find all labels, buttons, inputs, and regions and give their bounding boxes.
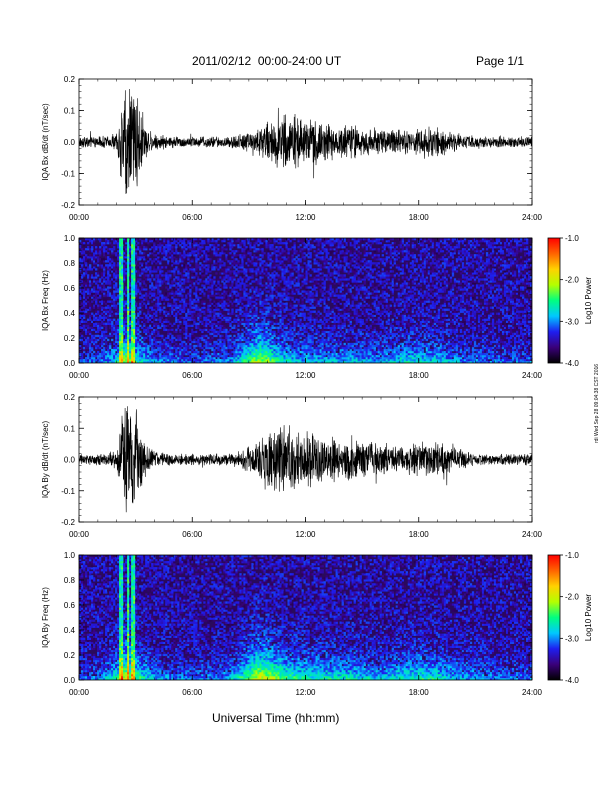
y-tick-label: 0.8 xyxy=(64,576,76,585)
x-tick-label: 24:00 xyxy=(522,688,543,697)
y-axis-label: IQA Bx Freq (Hz) xyxy=(41,270,50,331)
y-tick-label: 0.2 xyxy=(64,393,76,402)
y-tick-label: 1.0 xyxy=(64,551,76,560)
y-tick-label: 0.2 xyxy=(64,651,76,660)
y-axis-label: IQA By dB/dt (nT/sec) xyxy=(41,420,50,498)
x-tick-label: 00:00 xyxy=(69,213,90,222)
x-tick-label: 24:00 xyxy=(522,213,543,222)
spectrogram-cells xyxy=(79,555,532,680)
y-tick-label: 0.8 xyxy=(64,259,76,268)
x-tick-label: 18:00 xyxy=(409,530,430,539)
x-tick-label: 00:00 xyxy=(69,530,90,539)
y-tick-label: 0.2 xyxy=(64,334,76,343)
colorbar-tick-label: -1.0 xyxy=(565,551,579,560)
colorbar: -1.0 -2.0 -3.0 -4.0 Log10 Power xyxy=(547,234,593,368)
colorbar-label: Log10 Power xyxy=(584,594,593,641)
x-tick-label: 06:00 xyxy=(182,688,203,697)
y-tick-label: 0.6 xyxy=(64,601,76,610)
y-tick-label: 0.4 xyxy=(64,626,76,635)
x-tick-label: 18:00 xyxy=(409,371,430,380)
y-tick-label: 0.1 xyxy=(64,107,76,116)
x-tick-label: 00:00 xyxy=(69,688,90,697)
spectrogram-cells xyxy=(79,238,532,363)
page-number: Page 1/1 xyxy=(476,54,524,68)
x-tick-label: 12:00 xyxy=(295,530,316,539)
x-tick-label: 12:00 xyxy=(295,371,316,380)
y-tick-label: 0.0 xyxy=(64,676,76,685)
x-tick-label: 06:00 xyxy=(182,530,203,539)
x-tick-label: 12:00 xyxy=(295,213,316,222)
y-tick-label: 1.0 xyxy=(64,234,76,243)
x-tick-label: 06:00 xyxy=(182,213,203,222)
y-tick-label: 0.4 xyxy=(64,309,76,318)
y-tick-label: 0.0 xyxy=(64,456,76,465)
colorbar-tick-label: -1.0 xyxy=(565,234,579,243)
colorbar-scale xyxy=(547,237,561,364)
x-tick-label: 18:00 xyxy=(409,213,430,222)
y-tick-label: -0.1 xyxy=(61,487,75,496)
panel-by-waveform: 00:00 06:00 12:00 18:00 24:00 0.2 0.1 0.0 -0.1 -0… xyxy=(41,393,543,539)
panel-bx-spectrogram: -1.0 -2.0 -3.0 -4.0 Log10 Power 00:00 06:00 12:… xyxy=(41,234,593,380)
colorbar-tick-label: -2.0 xyxy=(565,276,579,285)
colorbar-tick-label: -4.0 xyxy=(565,676,579,685)
colorbar-label: Log10 Power xyxy=(584,277,593,324)
y-tick-label: 0.0 xyxy=(64,359,76,368)
panel-bx-waveform: 00:00 06:00 12:00 18:00 24:00 0.2 0.1 0.0 -0.1 -0… xyxy=(41,75,543,222)
x-tick-label: 18:00 xyxy=(409,688,430,697)
colorbar-scale xyxy=(547,554,561,681)
waveform-trace xyxy=(79,406,532,513)
y-tick-label: 0.0 xyxy=(64,138,76,147)
y-tick-label: 0.6 xyxy=(64,284,76,293)
y-axis-label: IQA By Freq (Hz) xyxy=(41,587,50,648)
x-tick-label: 06:00 xyxy=(182,371,203,380)
x-axis-title: Universal Time (hh:mm) xyxy=(212,711,339,725)
y-axis-label: IQA Bx dB/dt (nT/sec) xyxy=(41,103,50,181)
y-tick-label: -0.2 xyxy=(61,201,75,210)
colorbar-tick-label: -3.0 xyxy=(565,317,579,326)
colorbar-tick-label: -3.0 xyxy=(565,634,579,643)
waveform-trace xyxy=(79,88,532,194)
colorbar: -1.0 -2.0 -3.0 -4.0 Log10 Power xyxy=(547,551,593,685)
x-tick-label: 24:00 xyxy=(522,530,543,539)
y-tick-label: 0.2 xyxy=(64,75,76,84)
x-tick-label: 24:00 xyxy=(522,371,543,380)
y-tick-label: 0.1 xyxy=(64,424,76,433)
colorbar-tick-label: -2.0 xyxy=(565,593,579,602)
page-title: 2011/02/12 00:00-24:00 UT xyxy=(192,54,341,68)
panel-by-spectrogram: -1.0 -2.0 -3.0 -4.0 Log10 Power 00:00 06:00 12:… xyxy=(41,551,593,697)
x-tick-label: 12:00 xyxy=(295,688,316,697)
y-tick-label: -0.2 xyxy=(61,518,75,527)
y-tick-label: -0.1 xyxy=(61,170,75,179)
colorbar-tick-label: -4.0 xyxy=(565,359,579,368)
x-tick-label: 00:00 xyxy=(69,371,90,380)
